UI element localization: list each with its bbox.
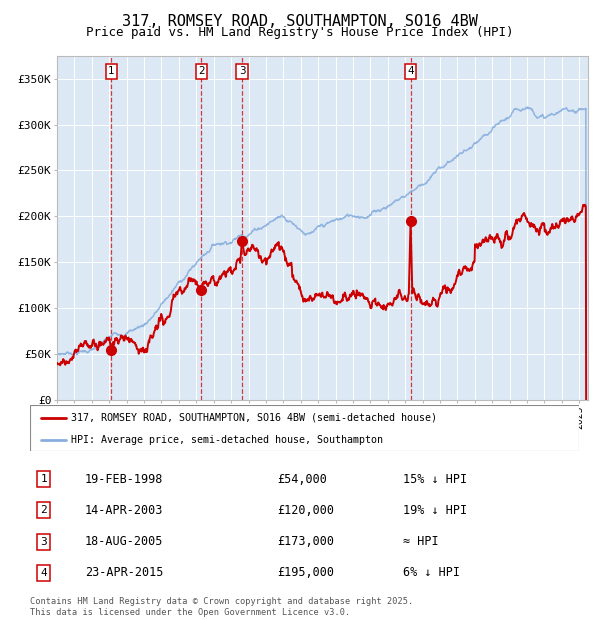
Text: 4: 4 [407,66,414,76]
Text: Contains HM Land Registry data © Crown copyright and database right 2025.
This d: Contains HM Land Registry data © Crown c… [30,598,413,617]
Text: 3: 3 [239,66,245,76]
Text: 19-FEB-1998: 19-FEB-1998 [85,472,163,485]
Text: 1: 1 [108,66,115,76]
Text: 3: 3 [40,537,47,547]
Text: Price paid vs. HM Land Registry's House Price Index (HPI): Price paid vs. HM Land Registry's House … [86,26,514,39]
Text: 19% ↓ HPI: 19% ↓ HPI [403,504,467,517]
Text: £120,000: £120,000 [277,504,334,517]
Text: 317, ROMSEY ROAD, SOUTHAMPTON, SO16 4BW: 317, ROMSEY ROAD, SOUTHAMPTON, SO16 4BW [122,14,478,29]
Text: HPI: Average price, semi-detached house, Southampton: HPI: Average price, semi-detached house,… [71,435,383,445]
Text: 1: 1 [40,474,47,484]
Text: £54,000: £54,000 [277,472,327,485]
Text: 14-APR-2003: 14-APR-2003 [85,504,163,517]
Text: 317, ROMSEY ROAD, SOUTHAMPTON, SO16 4BW (semi-detached house): 317, ROMSEY ROAD, SOUTHAMPTON, SO16 4BW … [71,413,437,423]
Text: 2: 2 [40,505,47,515]
Text: £173,000: £173,000 [277,535,334,548]
Text: 23-APR-2015: 23-APR-2015 [85,567,163,579]
Text: 2: 2 [198,66,205,76]
Text: 18-AUG-2005: 18-AUG-2005 [85,535,163,548]
Text: 15% ↓ HPI: 15% ↓ HPI [403,472,467,485]
Text: 4: 4 [40,568,47,578]
Text: ≈ HPI: ≈ HPI [403,535,439,548]
Text: £195,000: £195,000 [277,567,334,579]
Text: 6% ↓ HPI: 6% ↓ HPI [403,567,460,579]
